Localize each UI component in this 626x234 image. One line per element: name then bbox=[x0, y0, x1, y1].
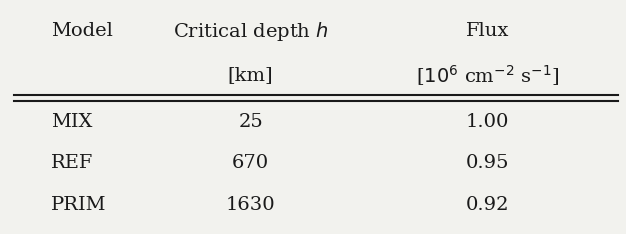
Text: REF: REF bbox=[51, 154, 94, 172]
Text: 0.95: 0.95 bbox=[466, 154, 510, 172]
Text: [$10^6$ cm$^{-2}$ s$^{-1}$]: [$10^6$ cm$^{-2}$ s$^{-1}$] bbox=[416, 63, 559, 88]
Text: 25: 25 bbox=[239, 113, 263, 131]
Text: 1.00: 1.00 bbox=[466, 113, 509, 131]
Text: [km]: [km] bbox=[228, 66, 274, 84]
Text: Model: Model bbox=[51, 22, 113, 40]
Text: PRIM: PRIM bbox=[51, 196, 107, 214]
Text: Flux: Flux bbox=[466, 22, 509, 40]
Text: 0.92: 0.92 bbox=[466, 196, 510, 214]
Text: Critical depth $h$: Critical depth $h$ bbox=[173, 20, 329, 43]
Text: 1630: 1630 bbox=[226, 196, 275, 214]
Text: MIX: MIX bbox=[51, 113, 93, 131]
Text: 670: 670 bbox=[232, 154, 269, 172]
